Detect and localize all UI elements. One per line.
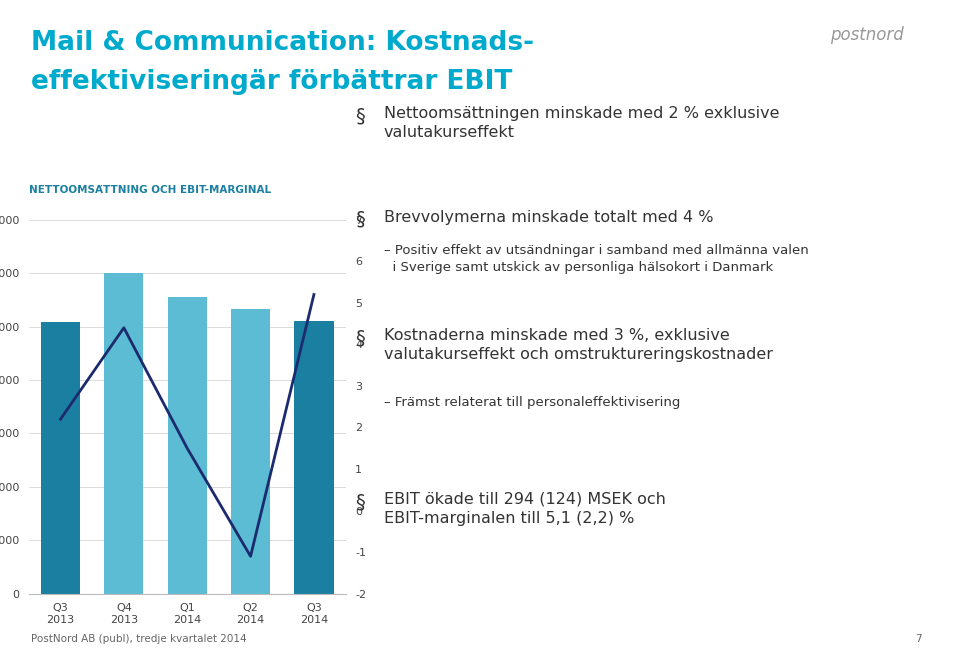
Text: §: § (355, 210, 365, 229)
Text: NETTOOMSÄTTNING OCH EBIT-MARGINAL: NETTOOMSÄTTNING OCH EBIT-MARGINAL (29, 185, 271, 195)
Text: Nettoomsättningen minskade med 2 % exklusive
valutakurseffekt: Nettoomsättningen minskade med 2 % exkl… (384, 106, 780, 140)
Text: – Främst relaterat till personaleffektivisering: – Främst relaterat till personaleffekti… (384, 396, 681, 409)
Bar (168, 297, 206, 594)
Text: – Positiv effekt av utsändningar i samband med allmänna valen
  i Sverige samt: – Positiv effekt av utsändningar i samb… (384, 244, 808, 274)
Text: Brevvolymerna minskade totalt med 4 %: Brevvolymerna minskade totalt med 4 % (384, 210, 713, 225)
Text: Mail & Communication: Kostnads-: Mail & Communication: Kostnads- (31, 30, 534, 56)
Bar (41, 322, 80, 594)
Text: Kostnaderna minskade med 3 %, exklusive
valutakurseffekt och omstruktureringskos: Kostnaderna minskade med 3 %, exklusive … (384, 328, 773, 362)
Text: §: § (355, 492, 365, 511)
Text: PostNord AB (publ), tredje kvartalet 2014: PostNord AB (publ), tredje kvartalet 201… (31, 634, 247, 644)
Text: §: § (355, 106, 365, 125)
Bar (231, 309, 270, 594)
Text: 7: 7 (915, 634, 922, 644)
Bar (105, 273, 143, 594)
Bar (295, 321, 333, 594)
Text: postnord: postnord (830, 26, 904, 44)
Text: effektiviseringär förbättrar EBIT: effektiviseringär förbättrar EBIT (31, 69, 512, 95)
Text: EBIT ökade till 294 (124) MSEK och
EBIT-marginalen till 5,1 (2,2) %: EBIT ökade till 294 (124) MSEK och EBIT… (384, 492, 666, 526)
Text: §: § (355, 328, 365, 347)
